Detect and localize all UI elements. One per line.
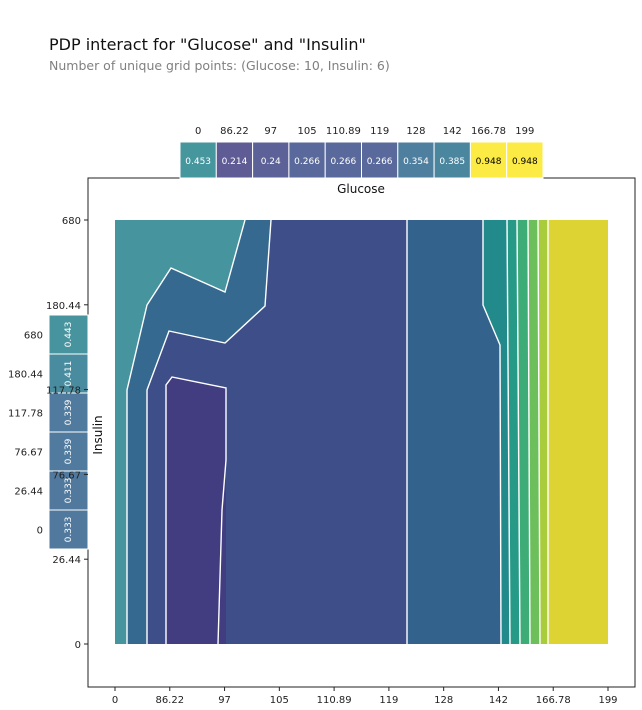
glucose-cell-label-9: 199	[515, 126, 534, 137]
chart-title: PDP interact for "Glucose" and "Insulin"	[49, 35, 366, 54]
glucose-cell-1	[215, 141, 254, 179]
contour-area	[115, 220, 608, 644]
insulin-cell-label-2: 117.78	[8, 409, 43, 420]
x-axis: 0 86.22 97 105 110.89 119 128 142 166.78 199	[112, 687, 618, 706]
glucose-cell-5	[361, 141, 399, 179]
insulin-cell-2	[48, 392, 89, 433]
y-tick-label-1: 26.44	[52, 555, 81, 566]
glucose-cell-4	[324, 141, 363, 179]
insulin-cell-label-1: 180.44	[8, 370, 43, 381]
contour-level-10	[548, 220, 608, 644]
glucose-cell-label-8: 166.78	[471, 126, 506, 137]
x-axis-label: Glucose	[337, 182, 385, 196]
x-tick-label-2: 97	[218, 695, 231, 706]
glucose-cell-7	[433, 141, 471, 179]
x-tick-label-5: 119	[379, 695, 398, 706]
insulin-cell-5	[48, 509, 89, 550]
contour-line-2	[146, 220, 272, 644]
y-tick-label-0: 0	[75, 640, 81, 651]
glucose-cell-label-6: 128	[406, 126, 425, 137]
glucose-cell-label-4: 110.89	[326, 126, 361, 137]
glucose-cell-value-8: 0.948	[476, 157, 502, 167]
insulin-cell-3	[48, 431, 89, 472]
glucose-cell-6	[397, 141, 435, 179]
glucose-cell-8	[469, 141, 508, 179]
insulin-cell-label-0: 680	[24, 331, 43, 342]
glucose-cell-2	[252, 141, 290, 179]
insulin-cell-label-4: 26.44	[14, 487, 43, 498]
insulin-cell-label-5: 0	[37, 526, 43, 537]
y-tick-label-3: 117.78	[46, 386, 81, 397]
glucose-cell-0	[179, 141, 217, 179]
y-tick-label-2: 76.67	[52, 470, 81, 481]
glucose-pdp-strip: 0.453 0 0.214 86.22 0.24 97 0.266 105 0.266 110.8…	[179, 126, 544, 179]
x-tick-label-9: 199	[598, 695, 617, 706]
insulin-cell-value-1: 0.411	[64, 361, 74, 387]
glucose-cell-value-4: 0.266	[330, 157, 356, 167]
insulin-cell-0	[48, 314, 89, 355]
x-tick-label-4: 110.89	[317, 695, 352, 706]
glucose-cell-value-5: 0.266	[367, 157, 393, 167]
glucose-cell-value-9: 0.948	[512, 157, 538, 167]
insulin-cell-4	[48, 470, 89, 511]
contour-line-5	[482, 220, 502, 644]
insulin-cell-value-2: 0.339	[64, 399, 74, 425]
x-tick-label-6: 128	[434, 695, 453, 706]
glucose-cell-label-2: 97	[264, 126, 277, 137]
glucose-cell-3	[288, 141, 326, 179]
glucose-cell-label-5: 119	[370, 126, 389, 137]
insulin-cell-value-5: 0.333	[64, 517, 74, 543]
insulin-pdp-strip: 0.443 680 0.411 180.44 0.339 117.78 0.339 76.67…	[8, 314, 89, 550]
y-tick-label-5: 680	[62, 216, 81, 227]
glucose-cell-value-7: 0.385	[439, 157, 465, 167]
y-tick-label-4: 180.44	[46, 301, 81, 312]
glucose-cell-value-0: 0.453	[185, 157, 211, 167]
glucose-cell-label-0: 0	[195, 126, 201, 137]
x-tick-label-1: 86.22	[155, 695, 184, 706]
insulin-cell-value-0: 0.443	[64, 322, 74, 348]
contour-level-8	[528, 220, 540, 644]
insulin-cell-value-3: 0.339	[64, 438, 74, 464]
glucose-cell-label-7: 142	[443, 126, 462, 137]
contour-level-5	[483, 220, 510, 644]
glucose-cell-value-2: 0.24	[261, 157, 281, 167]
glucose-cell-value-3: 0.266	[294, 157, 320, 167]
insulin-cell-label-3: 76.67	[14, 448, 43, 459]
chart-subtitle: Number of unique grid points: (Glucose: …	[49, 58, 390, 73]
contour-line-8	[527, 220, 531, 644]
glucose-cell-value-1: 0.214	[222, 157, 248, 167]
contour-level-9	[538, 220, 548, 644]
x-tick-label-0: 0	[112, 695, 118, 706]
insulin-cell-value-4: 0.333	[64, 478, 74, 504]
contour-level-7	[517, 220, 530, 644]
contour-line-3	[165, 376, 227, 644]
contour-level-3	[166, 377, 226, 644]
y-axis: 0 26.44 76.67 117.78 180.44 680	[46, 216, 88, 651]
contour-lines	[126, 220, 549, 644]
glucose-cell-9	[506, 141, 544, 179]
contour-line-1	[126, 220, 246, 644]
glucose-cell-label-1: 86.22	[220, 126, 249, 137]
x-tick-label-3: 105	[270, 695, 289, 706]
contour-level-6	[507, 220, 520, 644]
glucose-cell-label-3: 105	[298, 126, 317, 137]
contour-line-9	[537, 220, 541, 644]
insulin-cell-1	[48, 353, 89, 394]
x-tick-label-7: 142	[489, 695, 508, 706]
contour-line-6	[506, 220, 511, 644]
x-tick-label-8: 166.78	[536, 695, 571, 706]
contour-line-7	[516, 220, 521, 644]
glucose-cell-value-6: 0.354	[403, 157, 429, 167]
y-axis-label: Insulin	[91, 415, 105, 454]
